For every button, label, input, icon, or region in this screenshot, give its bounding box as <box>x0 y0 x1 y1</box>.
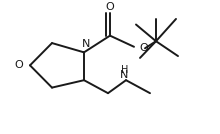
Text: N: N <box>120 70 128 80</box>
Text: O: O <box>140 43 148 53</box>
Text: N: N <box>81 39 90 49</box>
Text: H: H <box>121 65 128 75</box>
Text: O: O <box>106 1 114 12</box>
Text: O: O <box>15 60 23 70</box>
